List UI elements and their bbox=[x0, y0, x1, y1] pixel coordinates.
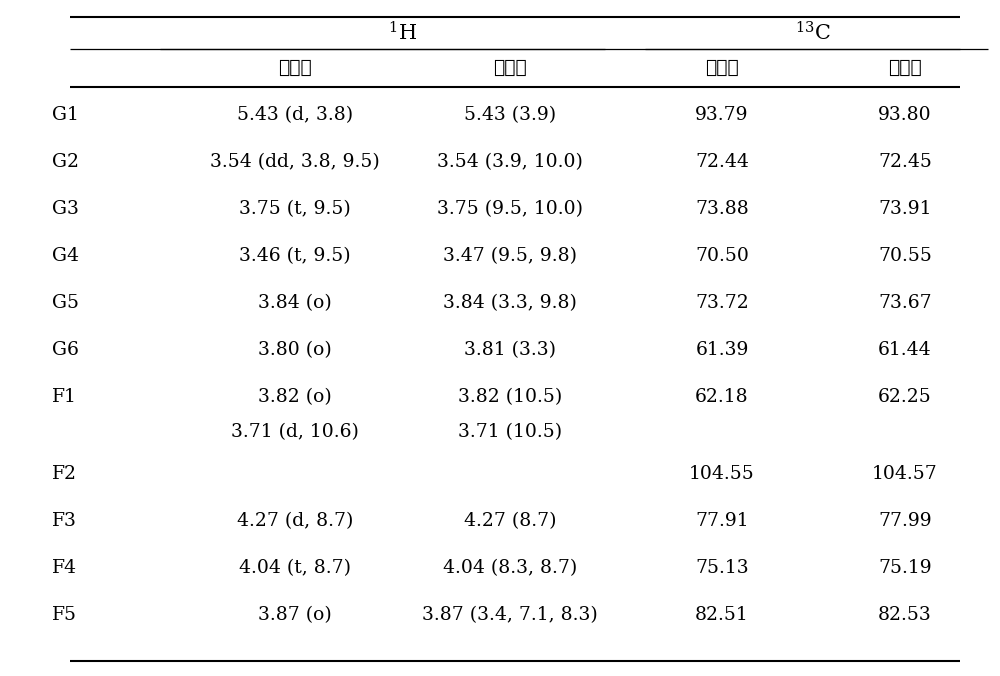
Text: 3.87 (3.4, 7.1, 8.3): 3.87 (3.4, 7.1, 8.3) bbox=[422, 606, 598, 624]
Text: 3.71 (10.5): 3.71 (10.5) bbox=[458, 423, 562, 441]
Text: 3.75 (9.5, 10.0): 3.75 (9.5, 10.0) bbox=[437, 200, 583, 218]
Text: F2: F2 bbox=[52, 465, 77, 483]
Text: 73.88: 73.88 bbox=[695, 200, 749, 218]
Text: $^{1}$H: $^{1}$H bbox=[388, 21, 417, 45]
Text: 3.47 (9.5, 9.8): 3.47 (9.5, 9.8) bbox=[443, 247, 577, 265]
Text: 61.39: 61.39 bbox=[695, 341, 749, 359]
Text: 3.71 (d, 10.6): 3.71 (d, 10.6) bbox=[231, 423, 359, 441]
Text: 104.57: 104.57 bbox=[872, 465, 938, 483]
Text: 5.43 (3.9): 5.43 (3.9) bbox=[464, 106, 556, 124]
Text: 4.27 (8.7): 4.27 (8.7) bbox=[464, 512, 556, 530]
Text: 3.84 (3.3, 9.8): 3.84 (3.3, 9.8) bbox=[443, 294, 577, 312]
Text: 文献値: 文献値 bbox=[888, 58, 922, 77]
Text: 93.79: 93.79 bbox=[695, 106, 749, 124]
Text: 70.50: 70.50 bbox=[695, 247, 749, 265]
Text: 3.54 (dd, 3.8, 9.5): 3.54 (dd, 3.8, 9.5) bbox=[210, 153, 380, 171]
Text: 3.82 (10.5): 3.82 (10.5) bbox=[458, 388, 562, 406]
Text: 77.91: 77.91 bbox=[695, 512, 749, 530]
Text: 3.46 (t, 9.5): 3.46 (t, 9.5) bbox=[239, 247, 351, 265]
Text: G4: G4 bbox=[52, 247, 79, 265]
Text: F3: F3 bbox=[52, 512, 77, 530]
Text: 3.54 (3.9, 10.0): 3.54 (3.9, 10.0) bbox=[437, 153, 583, 171]
Text: 文献値: 文献値 bbox=[493, 58, 527, 77]
Text: 73.67: 73.67 bbox=[878, 294, 932, 312]
Text: 61.44: 61.44 bbox=[878, 341, 932, 359]
Text: F1: F1 bbox=[52, 388, 77, 406]
Text: 3.80 (o): 3.80 (o) bbox=[258, 341, 332, 359]
Text: 62.25: 62.25 bbox=[878, 388, 932, 406]
Text: F5: F5 bbox=[52, 606, 77, 624]
Text: 70.55: 70.55 bbox=[878, 247, 932, 265]
Text: 3.84 (o): 3.84 (o) bbox=[258, 294, 332, 312]
Text: 82.51: 82.51 bbox=[695, 606, 749, 624]
Text: 4.04 (t, 8.7): 4.04 (t, 8.7) bbox=[239, 559, 351, 577]
Text: $^{13}$C: $^{13}$C bbox=[795, 21, 832, 45]
Text: 4.04 (8.3, 8.7): 4.04 (8.3, 8.7) bbox=[443, 559, 577, 577]
Text: 4.27 (d, 8.7): 4.27 (d, 8.7) bbox=[237, 512, 353, 530]
Text: 3.75 (t, 9.5): 3.75 (t, 9.5) bbox=[239, 200, 351, 218]
Text: 72.45: 72.45 bbox=[878, 153, 932, 171]
Text: G5: G5 bbox=[52, 294, 79, 312]
Text: G6: G6 bbox=[52, 341, 79, 359]
Text: 3.82 (o): 3.82 (o) bbox=[258, 388, 332, 406]
Text: 3.87 (o): 3.87 (o) bbox=[258, 606, 332, 624]
Text: 75.13: 75.13 bbox=[695, 559, 749, 577]
Text: 5.43 (d, 3.8): 5.43 (d, 3.8) bbox=[237, 106, 353, 124]
Text: 3.81 (3.3): 3.81 (3.3) bbox=[464, 341, 556, 359]
Text: 93.80: 93.80 bbox=[878, 106, 932, 124]
Text: 73.91: 73.91 bbox=[878, 200, 932, 218]
Text: 62.18: 62.18 bbox=[695, 388, 749, 406]
Text: 73.72: 73.72 bbox=[695, 294, 749, 312]
Text: 测定値: 测定値 bbox=[705, 58, 739, 77]
Text: 104.55: 104.55 bbox=[689, 465, 755, 483]
Text: G2: G2 bbox=[52, 153, 79, 171]
Text: 72.44: 72.44 bbox=[695, 153, 749, 171]
Text: 测定値: 测定値 bbox=[278, 58, 312, 77]
Text: 82.53: 82.53 bbox=[878, 606, 932, 624]
Text: G3: G3 bbox=[52, 200, 79, 218]
Text: G1: G1 bbox=[52, 106, 79, 124]
Text: 77.99: 77.99 bbox=[878, 512, 932, 530]
Text: F4: F4 bbox=[52, 559, 77, 577]
Text: 75.19: 75.19 bbox=[878, 559, 932, 577]
